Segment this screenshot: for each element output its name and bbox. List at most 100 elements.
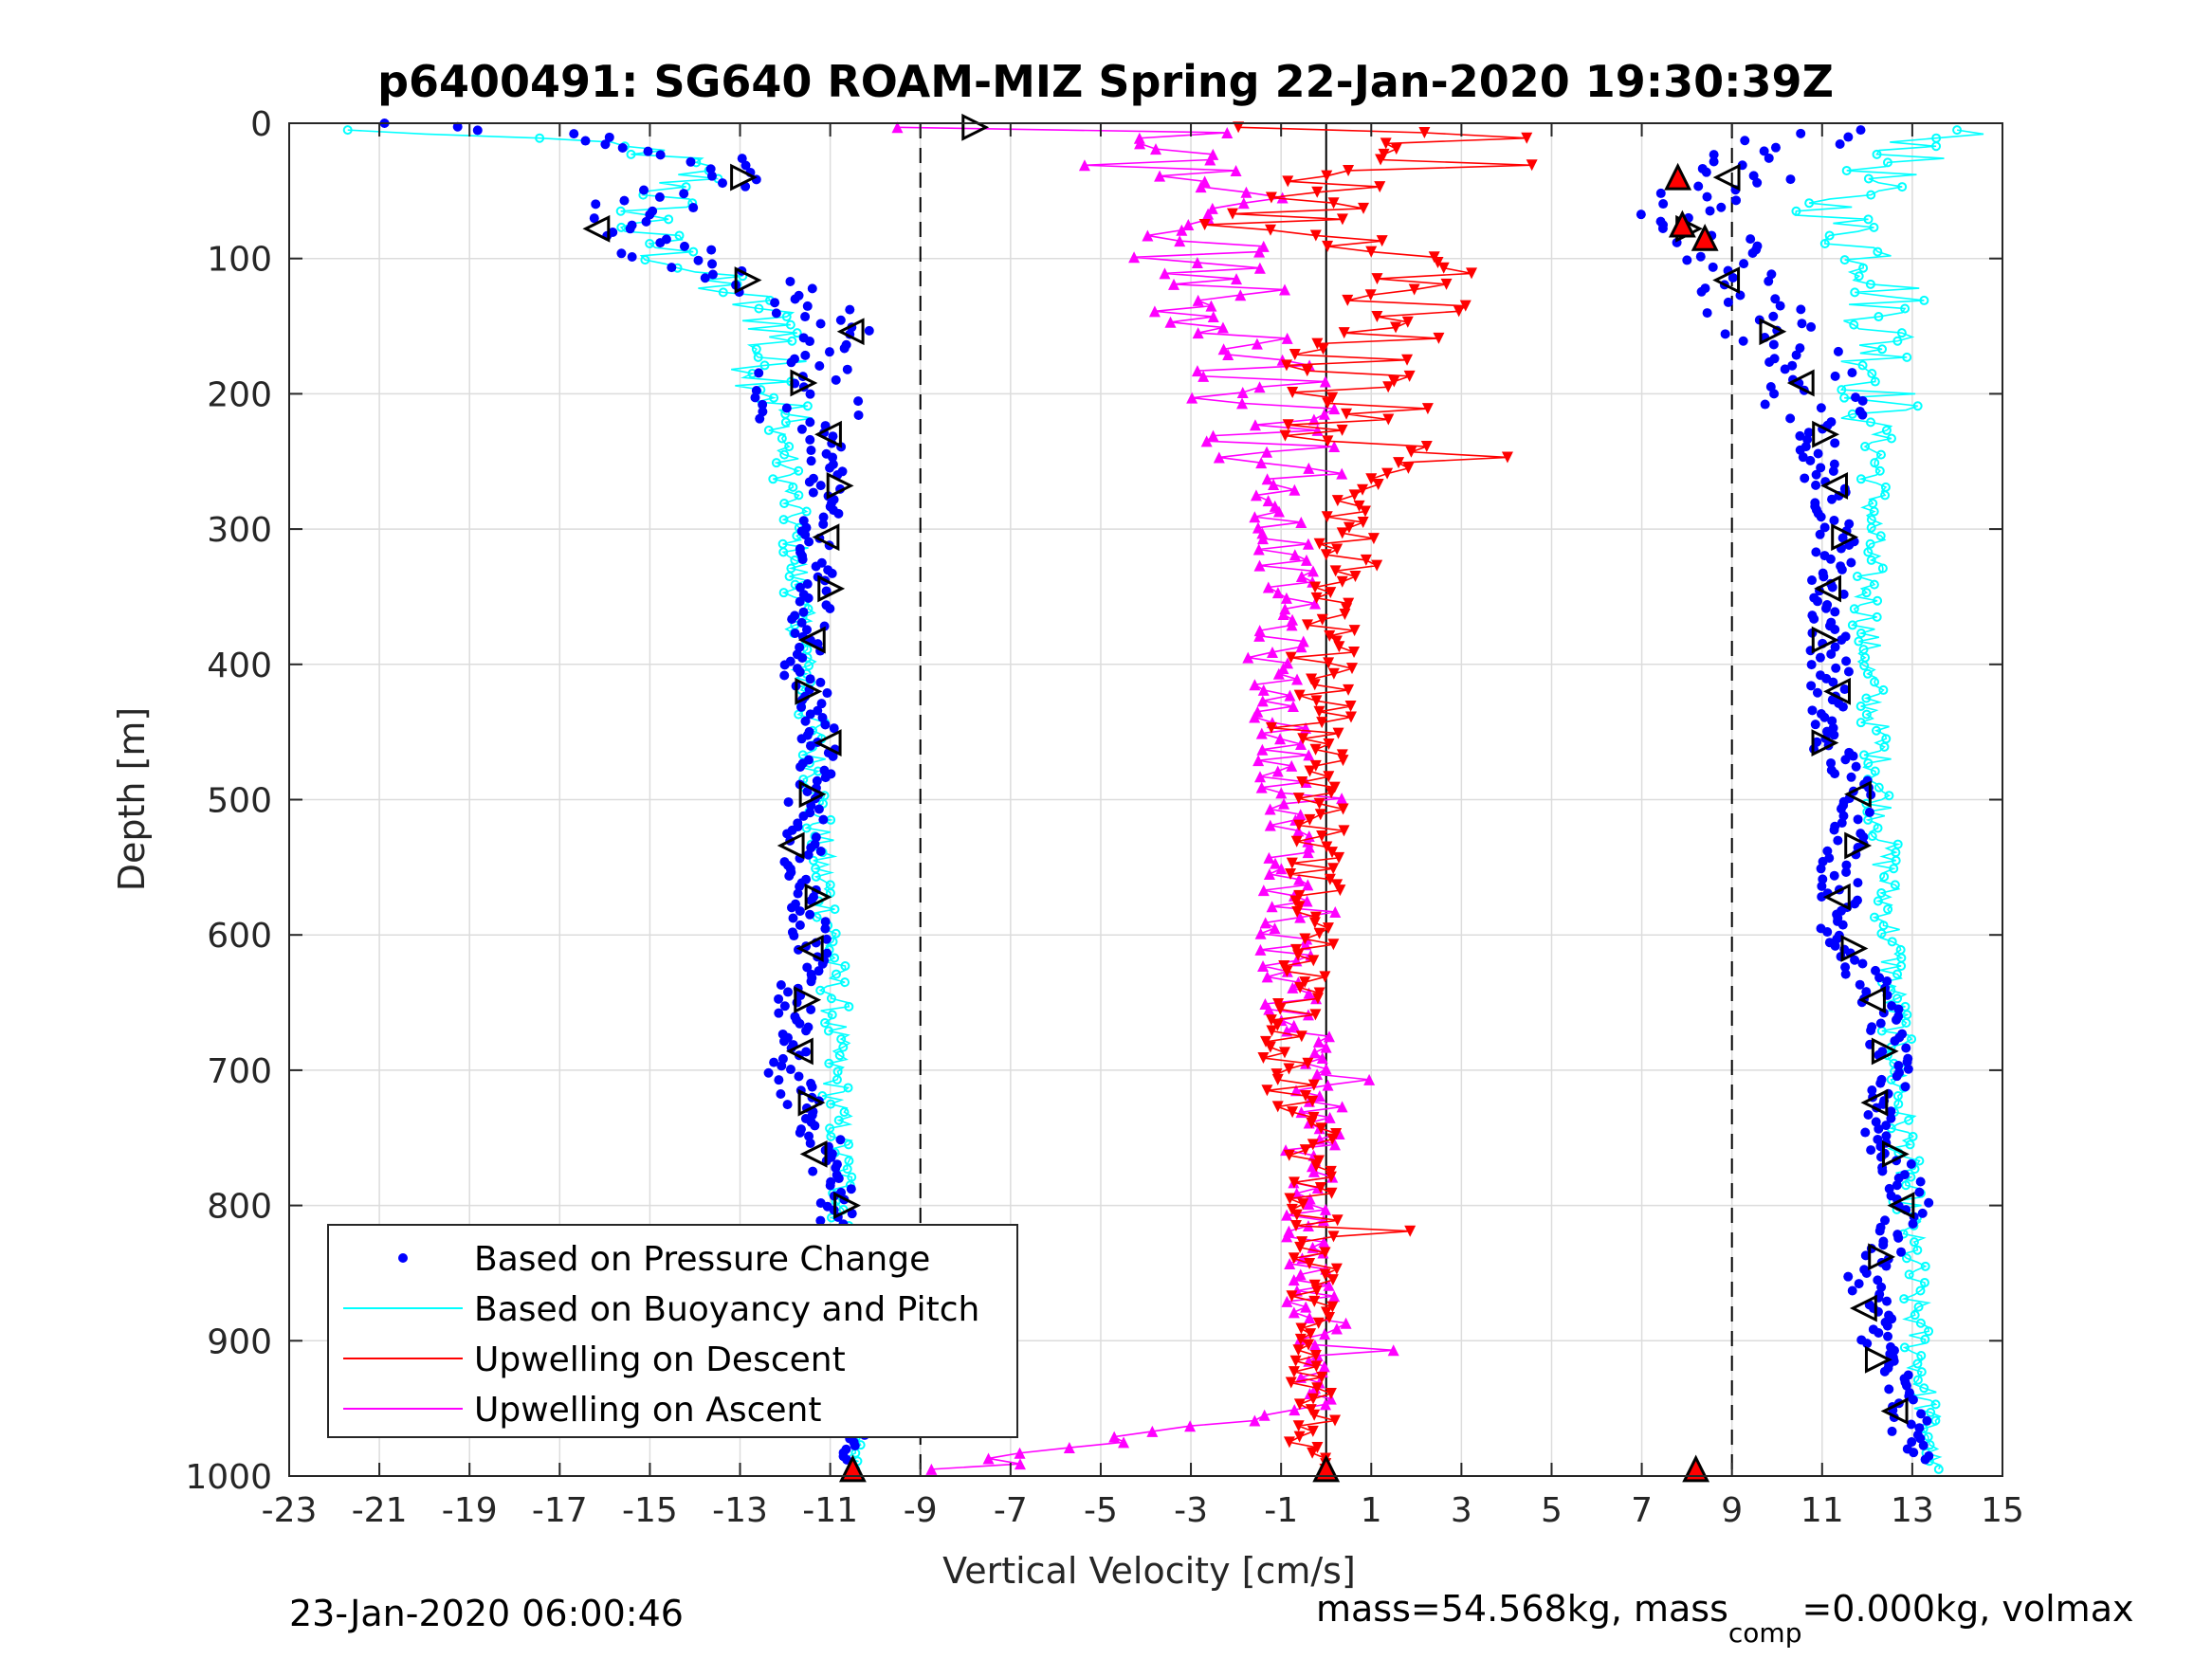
pressure-change-point xyxy=(831,1162,841,1173)
pressure-change-point xyxy=(1848,751,1858,761)
pressure-change-point xyxy=(1819,522,1830,533)
ascent-open-triangle-marker xyxy=(1881,1139,1910,1168)
legend-box xyxy=(327,1224,1018,1438)
pressure-change-point xyxy=(1908,1219,1918,1230)
buoyancy-pitch-point xyxy=(831,969,841,979)
pressure-change-point xyxy=(816,699,827,709)
pressure-change-point xyxy=(827,568,837,578)
pressure-change-point xyxy=(814,804,824,814)
upwelling-descent-point xyxy=(1308,679,1321,691)
upwelling-descent-point xyxy=(1307,1095,1319,1107)
pressure-change-point xyxy=(1827,494,1837,504)
pressure-change-point xyxy=(828,452,838,463)
pressure-change-point xyxy=(789,931,799,941)
upwelling-descent-point xyxy=(1257,1052,1270,1065)
pressure-change-point xyxy=(1807,705,1818,716)
upwelling-descent-point xyxy=(1403,370,1416,382)
pressure-change-point xyxy=(817,958,828,969)
upwelling-descent-point xyxy=(1304,1257,1316,1269)
upwelling-ascent-point xyxy=(1289,1404,1301,1416)
upwelling-descent-point xyxy=(1336,527,1348,539)
buoyancy-pitch-point xyxy=(718,287,728,298)
x-tick-label: 7 xyxy=(1631,1491,1653,1530)
pressure-change-point xyxy=(1840,755,1851,765)
upwelling-descent-point xyxy=(1313,797,1325,810)
pressure-change-point xyxy=(1851,392,1861,403)
upwelling-descent-point xyxy=(1324,873,1336,885)
pressure-change-point xyxy=(655,238,666,248)
pressure-change-point xyxy=(1887,1426,1897,1436)
upwelling-ascent-point xyxy=(1295,641,1307,653)
pressure-change-point xyxy=(842,364,852,374)
pressure-change-point xyxy=(1830,769,1840,779)
upwelling-descent-point xyxy=(1336,575,1348,588)
upwelling-ascent-point xyxy=(1159,267,1171,280)
buoyancy-pitch-point xyxy=(1869,506,1879,517)
buoyancy-pitch-point xyxy=(1920,1334,1930,1344)
pressure-change-point xyxy=(1909,1448,1919,1458)
pressure-change-point xyxy=(1829,870,1839,881)
upwelling-descent-point xyxy=(1309,1009,1322,1021)
pressure-change-point xyxy=(617,142,628,153)
pressure-change-point xyxy=(688,203,699,213)
pressure-change-point xyxy=(1696,286,1707,297)
upwelling-descent-point xyxy=(1283,1436,1295,1449)
upwelling-descent-point xyxy=(1374,181,1386,193)
upwelling-ascent-point xyxy=(1216,321,1229,334)
upwelling-ascent-point xyxy=(1263,1003,1275,1015)
upwelling-descent-point xyxy=(1390,143,1402,155)
pressure-change-point xyxy=(1764,153,1774,163)
pressure-change-point xyxy=(825,1180,835,1191)
pressure-change-point xyxy=(805,740,815,751)
upwelling-descent-point xyxy=(1432,256,1444,268)
pressure-change-point xyxy=(700,273,710,283)
upwelling-descent-point xyxy=(1309,1349,1322,1361)
pressure-change-point xyxy=(1874,973,1885,983)
upwelling-descent-point xyxy=(1294,1333,1307,1345)
upwelling-ascent-point xyxy=(1287,701,1299,713)
buoyancy-pitch-point xyxy=(1875,531,1886,541)
upwelling-ascent-point xyxy=(1195,181,1207,193)
footer-mass-info: mass=54.568kg, masscomp=0.000kg, volmax xyxy=(1316,1588,2133,1649)
upwelling-descent-point xyxy=(1310,1360,1323,1373)
y-tick-label: 900 xyxy=(207,1322,272,1361)
footer-mass-main: mass=54.568kg, mass xyxy=(1316,1588,1728,1630)
buoyancy-pitch-point xyxy=(1861,709,1872,720)
upwelling-descent-point xyxy=(1281,965,1293,977)
upwelling-descent-point xyxy=(1336,424,1348,436)
buoyancy-pitch-point xyxy=(1872,149,1882,159)
pressure-change-point xyxy=(750,392,760,403)
upwelling-descent-point xyxy=(1309,229,1322,242)
pressure-change-point xyxy=(1636,210,1646,220)
pressure-change-point xyxy=(1903,1064,1913,1074)
pressure-change-point xyxy=(1914,1423,1925,1433)
pressure-change-point xyxy=(800,716,811,726)
pressure-change-point xyxy=(805,709,815,720)
pressure-change-point xyxy=(779,660,790,670)
upwelling-ascent-point xyxy=(1251,337,1263,350)
buoyancy-pitch-point xyxy=(1863,757,1874,768)
buoyancy-pitch-point xyxy=(1901,1017,1911,1028)
y-tick-label: 800 xyxy=(207,1188,272,1227)
pressure-change-point xyxy=(1806,681,1817,691)
upwelling-ascent-point xyxy=(1302,1009,1314,1021)
upwelling-descent-point xyxy=(1344,711,1357,723)
pressure-change-point xyxy=(1833,346,1843,356)
buoyancy-pitch-point xyxy=(1854,636,1864,647)
upwelling-descent-point xyxy=(1284,1193,1296,1205)
pressure-change-point xyxy=(774,1075,784,1085)
buoyancy-pitch-point xyxy=(768,474,778,484)
upwelling-ascent-point xyxy=(1176,224,1188,236)
upwelling-ascent-point xyxy=(1272,667,1285,680)
pressure-change-point xyxy=(1785,174,1796,185)
pressure-change-point xyxy=(1922,1415,1932,1426)
legend: Based on Pressure Change Based on Buoyanc… xyxy=(327,1224,1018,1438)
pressure-change-point xyxy=(770,298,780,308)
upwelling-descent-point xyxy=(1265,224,1277,236)
pressure-change-point xyxy=(1815,652,1825,663)
upwelling-ascent-point xyxy=(1063,1442,1075,1454)
descent-open-triangle-marker xyxy=(812,523,840,552)
upwelling-descent-point xyxy=(1371,273,1383,285)
upwelling-descent-point xyxy=(1316,613,1328,626)
upwelling-ascent-point xyxy=(1318,408,1330,420)
